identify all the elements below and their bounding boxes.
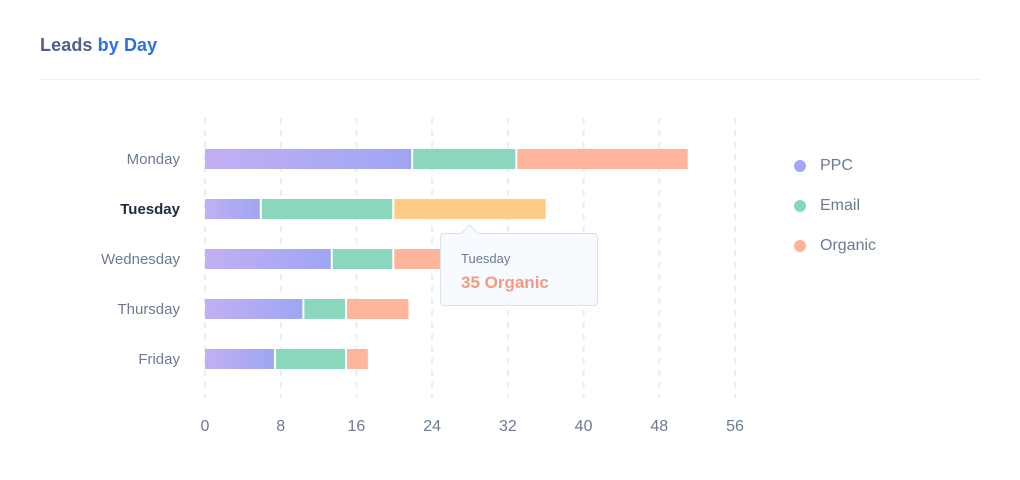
bar-segment-email[interactable] <box>304 299 345 319</box>
x-tick-label: 24 <box>423 418 441 435</box>
category-labels: Monday Tuesday Wednesday Thursday Friday <box>101 151 181 368</box>
legend-label-email: Email <box>820 197 861 214</box>
x-tick-label: 56 <box>726 418 744 435</box>
bar-segment-ppc[interactable] <box>205 199 260 219</box>
title-part-1: Leads <box>40 35 93 55</box>
category-label: Thursday <box>117 301 180 318</box>
bar-segment-ppc[interactable] <box>205 249 331 269</box>
title-part-2: by Day <box>97 35 158 55</box>
legend-item-ppc[interactable]: PPC <box>794 146 876 186</box>
legend-dot-email <box>794 200 806 212</box>
bar-segment-organic[interactable] <box>346 299 409 319</box>
bar-segment-email[interactable] <box>413 149 516 169</box>
bar-segment-email[interactable] <box>275 349 345 369</box>
x-tick-label: 8 <box>276 418 285 435</box>
tooltip-value: 35 Organic <box>461 273 549 292</box>
x-tick-label: 40 <box>575 418 593 435</box>
category-label: Tuesday <box>120 201 180 218</box>
bar-segment-email[interactable] <box>332 249 393 269</box>
bar-segment-ppc[interactable] <box>205 299 303 319</box>
category-label: Friday <box>138 351 180 368</box>
bar-segment-organic[interactable] <box>394 199 546 219</box>
x-tick-label: 32 <box>499 418 517 435</box>
tooltip-category: Tuesday <box>461 251 511 266</box>
legend-label-ppc: PPC <box>820 157 853 174</box>
legend: PPC Email Organic <box>794 146 876 266</box>
header-divider <box>40 79 980 80</box>
bar-segment-email[interactable] <box>261 199 393 219</box>
bar-segment-ppc[interactable] <box>205 349 274 369</box>
bar-segment-organic[interactable] <box>517 149 688 169</box>
legend-item-email[interactable]: Email <box>794 186 876 226</box>
bar-segment-organic[interactable] <box>394 249 452 269</box>
x-tick-label: 16 <box>348 418 366 435</box>
chart-title: Leads by Day <box>40 35 157 56</box>
category-label: Monday <box>127 151 181 168</box>
legend-dot-organic <box>794 240 806 252</box>
legend-label-organic: Organic <box>820 237 877 254</box>
legend-item-organic[interactable]: Organic <box>794 226 876 266</box>
x-tick-label: 0 <box>201 418 210 435</box>
tooltip: Tuesday 35 Organic <box>440 224 598 306</box>
bar-segment-organic[interactable] <box>346 349 368 369</box>
category-label: Wednesday <box>101 251 180 268</box>
legend-dot-ppc <box>794 160 806 172</box>
bar-segment-ppc[interactable] <box>205 149 412 169</box>
x-axis-ticks: 0 8 16 24 32 40 48 56 <box>201 418 744 435</box>
bars <box>205 149 688 369</box>
x-tick-label: 48 <box>650 418 668 435</box>
